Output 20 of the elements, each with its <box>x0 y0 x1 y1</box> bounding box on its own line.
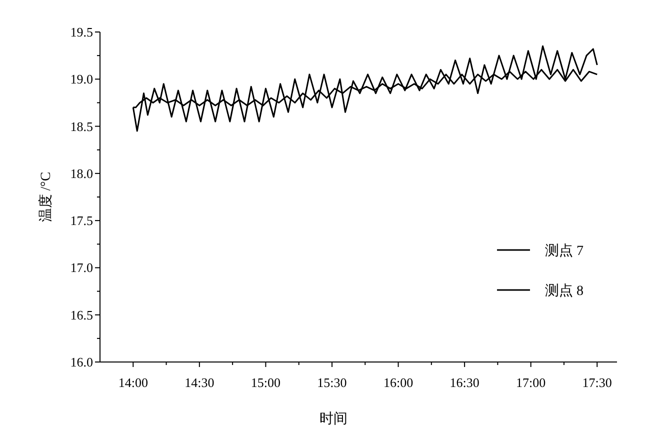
x-tick-label: 16:30 <box>450 375 480 390</box>
y-tick-label: 18.5 <box>70 118 93 134</box>
legend-label: 测点 8 <box>545 283 584 299</box>
y-tick-label: 17.0 <box>70 260 93 276</box>
x-tick-label: 14:30 <box>184 375 214 390</box>
x-tick-label: 15:00 <box>250 375 281 390</box>
legend-label: 测点 7 <box>545 243 584 259</box>
y-axis-title: 温度 /°C <box>38 172 54 222</box>
x-axis-title: 时间 <box>320 411 348 427</box>
y-tick-label: 16.0 <box>70 354 93 370</box>
y-tick-label: 17.5 <box>70 213 93 228</box>
x-tick-label: 17:00 <box>516 375 546 390</box>
x-tick-label: 16:00 <box>383 375 414 390</box>
x-tick-label: 17:30 <box>582 375 612 390</box>
x-tick-label: 14:00 <box>118 375 148 390</box>
y-tick-label: 19.0 <box>70 72 93 87</box>
y-tick-label: 19.5 <box>70 24 93 40</box>
y-tick-label: 18.0 <box>70 166 93 181</box>
x-tick-label: 15:30 <box>317 375 347 390</box>
y-tick-label: 16.5 <box>70 307 93 322</box>
